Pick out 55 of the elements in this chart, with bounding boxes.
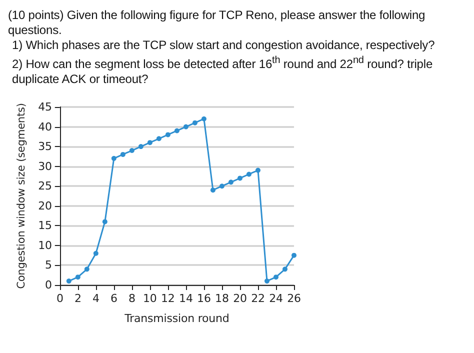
point [93,250,98,256]
x-tick-label: 14 [179,292,193,305]
point [66,278,72,284]
x-tick-label: 2 [74,292,82,305]
chart-title: (10 points) Given the following figure for TCP Reno, please answer the following questions. [8,8,426,38]
point [192,120,198,126]
x-axis-title: Transmission round [124,312,230,325]
point [111,156,116,161]
x-tick-label: 8 [128,292,136,305]
point [102,219,108,224]
x-tick-label: 26 [287,292,301,305]
point [273,274,278,280]
y-tick-label: 35 [38,140,52,154]
x-tick-label: 22 [251,292,265,305]
point [165,132,170,138]
x-tick-label: 0 [56,292,64,305]
point [138,144,144,150]
point [292,252,296,258]
text: 2) How can the segment loss be detected after 16$^{th}$ round and 22$^{nd}$ round? triple duplicate ACK or timeout? [12,55,433,86]
point [282,266,288,272]
point [264,278,270,284]
y-tick-label: 0 [44,278,52,292]
point [183,124,188,130]
point [174,128,180,134]
point [228,180,234,185]
x-tick-label: 20 [233,292,247,305]
point [201,116,206,122]
y-tick-label: 25 [38,180,52,193]
y-tick-label: 5 [44,258,52,272]
point [219,184,224,189]
point [147,140,152,146]
y-tick-label: 40 [38,120,52,134]
point [246,172,252,177]
y-tick-label: 20 [38,199,52,212]
point [156,136,162,142]
x-tick-label: 24 [269,292,283,305]
y-axis-title: Congestion window size (segments) [16,103,28,289]
x-tick-label: 10 [143,292,157,305]
x-tick-label: 4 [92,292,100,305]
point [84,266,90,272]
y-tick-label: 10 [38,238,52,252]
point [237,176,242,181]
y-tick-label: 45 [38,100,52,114]
point [129,148,134,154]
text: 1) Which phases are the TCP slow start and congestion avoidance, respectively? [11,38,436,53]
point [120,152,126,157]
x-tick-label: 12 [161,292,175,305]
point [255,168,260,173]
x-tick-label: 16 [197,292,211,305]
point [210,188,216,193]
x-tick-label: 18 [215,292,229,305]
y-tick-label: 30 [38,160,52,173]
y-tick-label: 15 [38,219,52,232]
x-tick-label: 6 [110,292,118,305]
point [75,274,80,280]
